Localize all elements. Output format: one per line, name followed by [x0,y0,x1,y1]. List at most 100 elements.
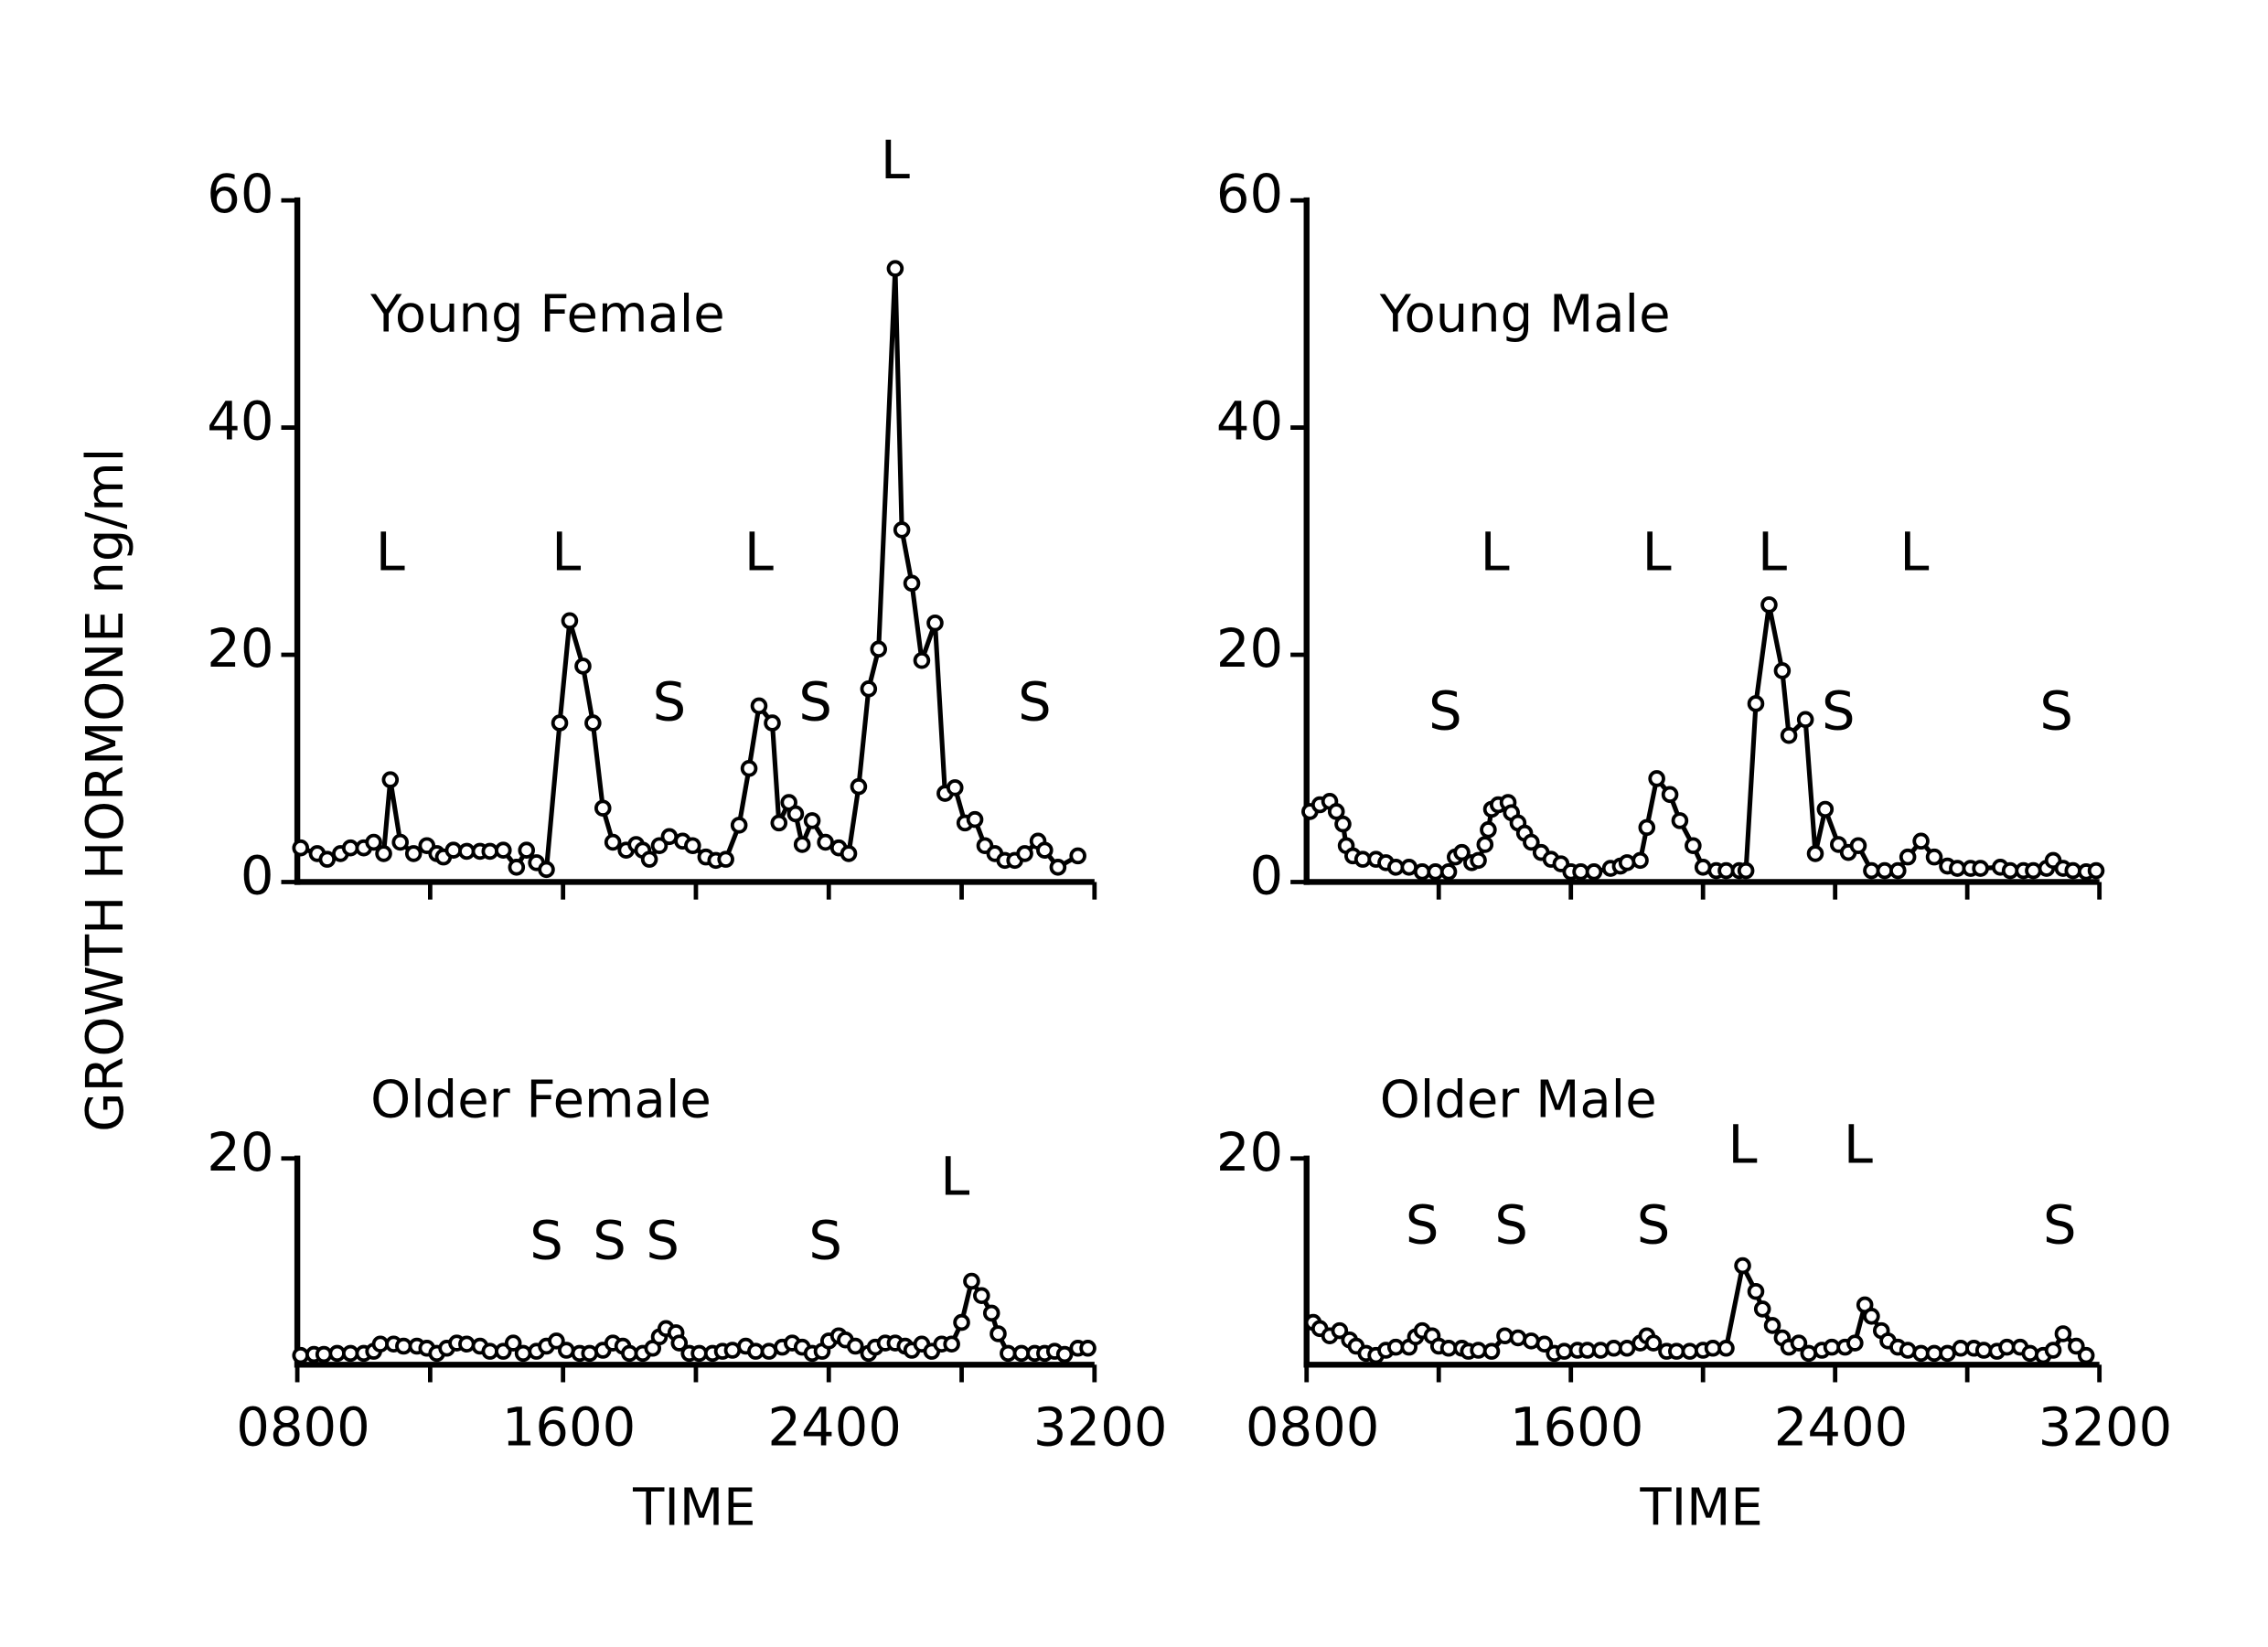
data-point [2025,861,2042,880]
data-point [1912,832,1930,850]
data-point [341,1344,359,1363]
data-point [1413,863,1431,881]
data-point [1974,1342,1993,1359]
data-point [1509,1329,1527,1347]
data-point [1523,833,1540,851]
data-point [1618,854,1636,872]
data-point [1535,1335,1554,1353]
data-point [481,842,499,861]
data-point [292,839,310,857]
y-tick-label: 20 [1216,1122,1283,1183]
panel-title: Older Female [370,1070,711,1129]
data-point [328,1344,346,1363]
data-point [2068,1337,2085,1355]
data-point [1331,1321,1349,1340]
data-point [1496,1327,1514,1345]
y-tick-label: 40 [207,391,273,453]
y-tick-label: 60 [1216,164,1283,225]
data-point [1790,1334,1808,1352]
data-point [770,814,788,832]
data-point [584,714,602,732]
data-point [913,651,931,669]
x-tick-label: 1600 [1510,1397,1644,1459]
annotation: L [1481,522,1510,583]
annotation: S [798,672,832,733]
data-point [495,841,512,859]
data-point [538,861,555,879]
data-point [1585,863,1603,881]
data-point [1806,845,1824,862]
data-point [1470,851,1487,870]
data-point [508,859,526,876]
data-point [1016,845,1033,862]
data-point [1668,1342,1685,1360]
y-tick-label: 40 [1216,391,1283,453]
data-point [886,260,904,277]
data-point [1671,812,1689,829]
data-point [1889,861,1907,880]
data-point [953,1313,970,1332]
data-point [717,850,734,868]
data-point [2001,861,2019,880]
x-tick-label: 3200 [1033,1397,1168,1459]
data-point [946,779,964,797]
data-point [2087,861,2105,880]
data-point [1400,859,1418,876]
data-point [2054,1325,2072,1342]
data-point [1747,695,1765,712]
data-point [1049,859,1067,876]
x-tick-label: 2400 [1774,1397,1909,1459]
data-point [903,574,921,593]
annotation: L [1899,522,1929,583]
data-point [1439,863,1458,881]
data-point [395,1337,412,1355]
annotation: L [1642,522,1672,583]
data-point [650,837,669,855]
data-point [943,1335,960,1353]
annotation: S [646,1210,679,1271]
annotation: S [653,672,687,733]
data-point [1439,1339,1458,1357]
y-tick-label: 0 [1250,846,1284,907]
data-point [740,759,758,777]
data-point [341,839,359,857]
data-point [514,1344,532,1363]
y-tick-label: 20 [207,1122,273,1183]
annotation: L [1758,522,1787,583]
data-point [1386,859,1405,876]
data-point [1816,800,1835,818]
data-point [1899,1342,1917,1359]
data-point [1753,1300,1771,1318]
annotation: S [593,1210,626,1271]
data-point [561,612,579,630]
data-point [1069,847,1086,865]
annotation: S [2039,681,2073,743]
data-point [963,1272,980,1290]
data-point [1939,1344,1956,1363]
data-point [1863,1308,1880,1325]
data-point [1681,1342,1699,1360]
data-point [990,1325,1007,1342]
data-point [318,850,337,868]
data-point [594,799,612,818]
data-point [786,805,805,823]
data-point [1453,843,1471,861]
data-point [1998,1338,2016,1356]
annotation: L [376,522,405,583]
data-point [860,680,878,698]
data-point [893,521,911,539]
x-tick-label: 1600 [502,1397,637,1459]
data-point [1780,726,1798,744]
data-point [1704,1339,1722,1357]
data-point [1476,836,1494,853]
x-axis-label: TIME [632,1479,755,1538]
annotation: S [808,1210,842,1271]
data-point [1717,861,1735,880]
y-tick-label: 20 [1216,618,1283,679]
data-point [684,837,701,855]
annotation: S [530,1210,563,1271]
data-point [1556,1342,1573,1360]
annotation: S [1494,1195,1528,1257]
data-point [504,1334,522,1352]
